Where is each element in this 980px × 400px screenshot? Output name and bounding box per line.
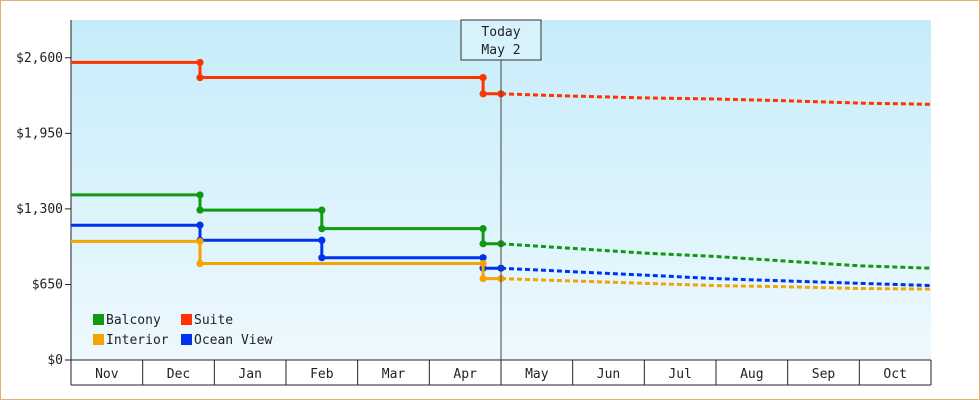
data-point[interactable] xyxy=(479,259,487,268)
data-point[interactable] xyxy=(318,236,326,244)
y-tick-label: $2,600 xyxy=(16,51,63,66)
legend-label: Interior xyxy=(106,333,169,348)
data-point[interactable] xyxy=(479,240,487,248)
data-point[interactable] xyxy=(196,58,204,67)
legend-label: Balcony xyxy=(106,313,161,328)
today-marker: Today May 2 xyxy=(460,19,542,360)
legend: Balcony Suite Interior Ocean View xyxy=(93,313,272,348)
y-axis: $0 $650 $1,300 $1,950 $2,600 xyxy=(16,20,72,368)
month-label: Oct xyxy=(883,367,906,382)
legend-label: Ocean View xyxy=(194,333,272,348)
y-tick-label: $1,300 xyxy=(16,202,63,217)
legend-swatch xyxy=(181,334,192,345)
month-label: Feb xyxy=(310,367,334,382)
data-point[interactable] xyxy=(318,254,326,262)
month-label: Jan xyxy=(238,367,261,382)
data-point[interactable] xyxy=(196,259,204,268)
month-label: Aug xyxy=(740,367,763,382)
month-label: Nov xyxy=(95,367,119,382)
data-point[interactable] xyxy=(479,254,487,262)
today-box xyxy=(460,19,542,61)
series-suite xyxy=(71,58,932,106)
data-point[interactable] xyxy=(196,191,204,199)
y-tick-label: $0 xyxy=(47,353,63,368)
legend-swatch xyxy=(93,334,104,345)
month-label: Dec xyxy=(167,367,190,382)
month-label: Jun xyxy=(597,367,620,382)
legend-item-suite[interactable]: Suite xyxy=(181,313,233,328)
data-point[interactable] xyxy=(479,73,487,82)
month-label: Sep xyxy=(812,367,836,382)
series-interior xyxy=(71,237,932,291)
data-point[interactable] xyxy=(479,225,487,233)
x-axis: Nov Dec Jan Feb Mar Apr May Jun Jul Aug Sep Oct xyxy=(70,359,932,386)
data-point[interactable] xyxy=(196,206,204,214)
legend-swatch xyxy=(93,314,104,325)
month-label: Apr xyxy=(453,367,477,382)
data-point[interactable] xyxy=(479,90,487,98)
legend-item-ocean-view[interactable]: Ocean View xyxy=(181,333,272,348)
today-date: May 2 xyxy=(481,43,520,58)
today-label: Today xyxy=(481,25,520,40)
data-point[interactable] xyxy=(479,275,487,283)
y-tick-label: $1,950 xyxy=(16,126,63,141)
series-layer xyxy=(71,58,932,291)
month-label: Jul xyxy=(668,367,691,382)
data-point[interactable] xyxy=(318,225,326,233)
legend-swatch xyxy=(181,314,192,325)
legend-item-balcony[interactable]: Balcony xyxy=(93,313,161,328)
series-balcony xyxy=(71,191,932,270)
y-tick-label: $650 xyxy=(32,277,63,292)
legend-item-interior[interactable]: Interior xyxy=(93,333,169,348)
month-label: May xyxy=(525,367,549,382)
data-point[interactable] xyxy=(196,237,204,246)
legend-label: Suite xyxy=(194,313,233,328)
data-point[interactable] xyxy=(318,206,326,214)
data-point[interactable] xyxy=(196,73,204,82)
data-point[interactable] xyxy=(196,221,204,229)
month-label: Mar xyxy=(382,367,406,382)
